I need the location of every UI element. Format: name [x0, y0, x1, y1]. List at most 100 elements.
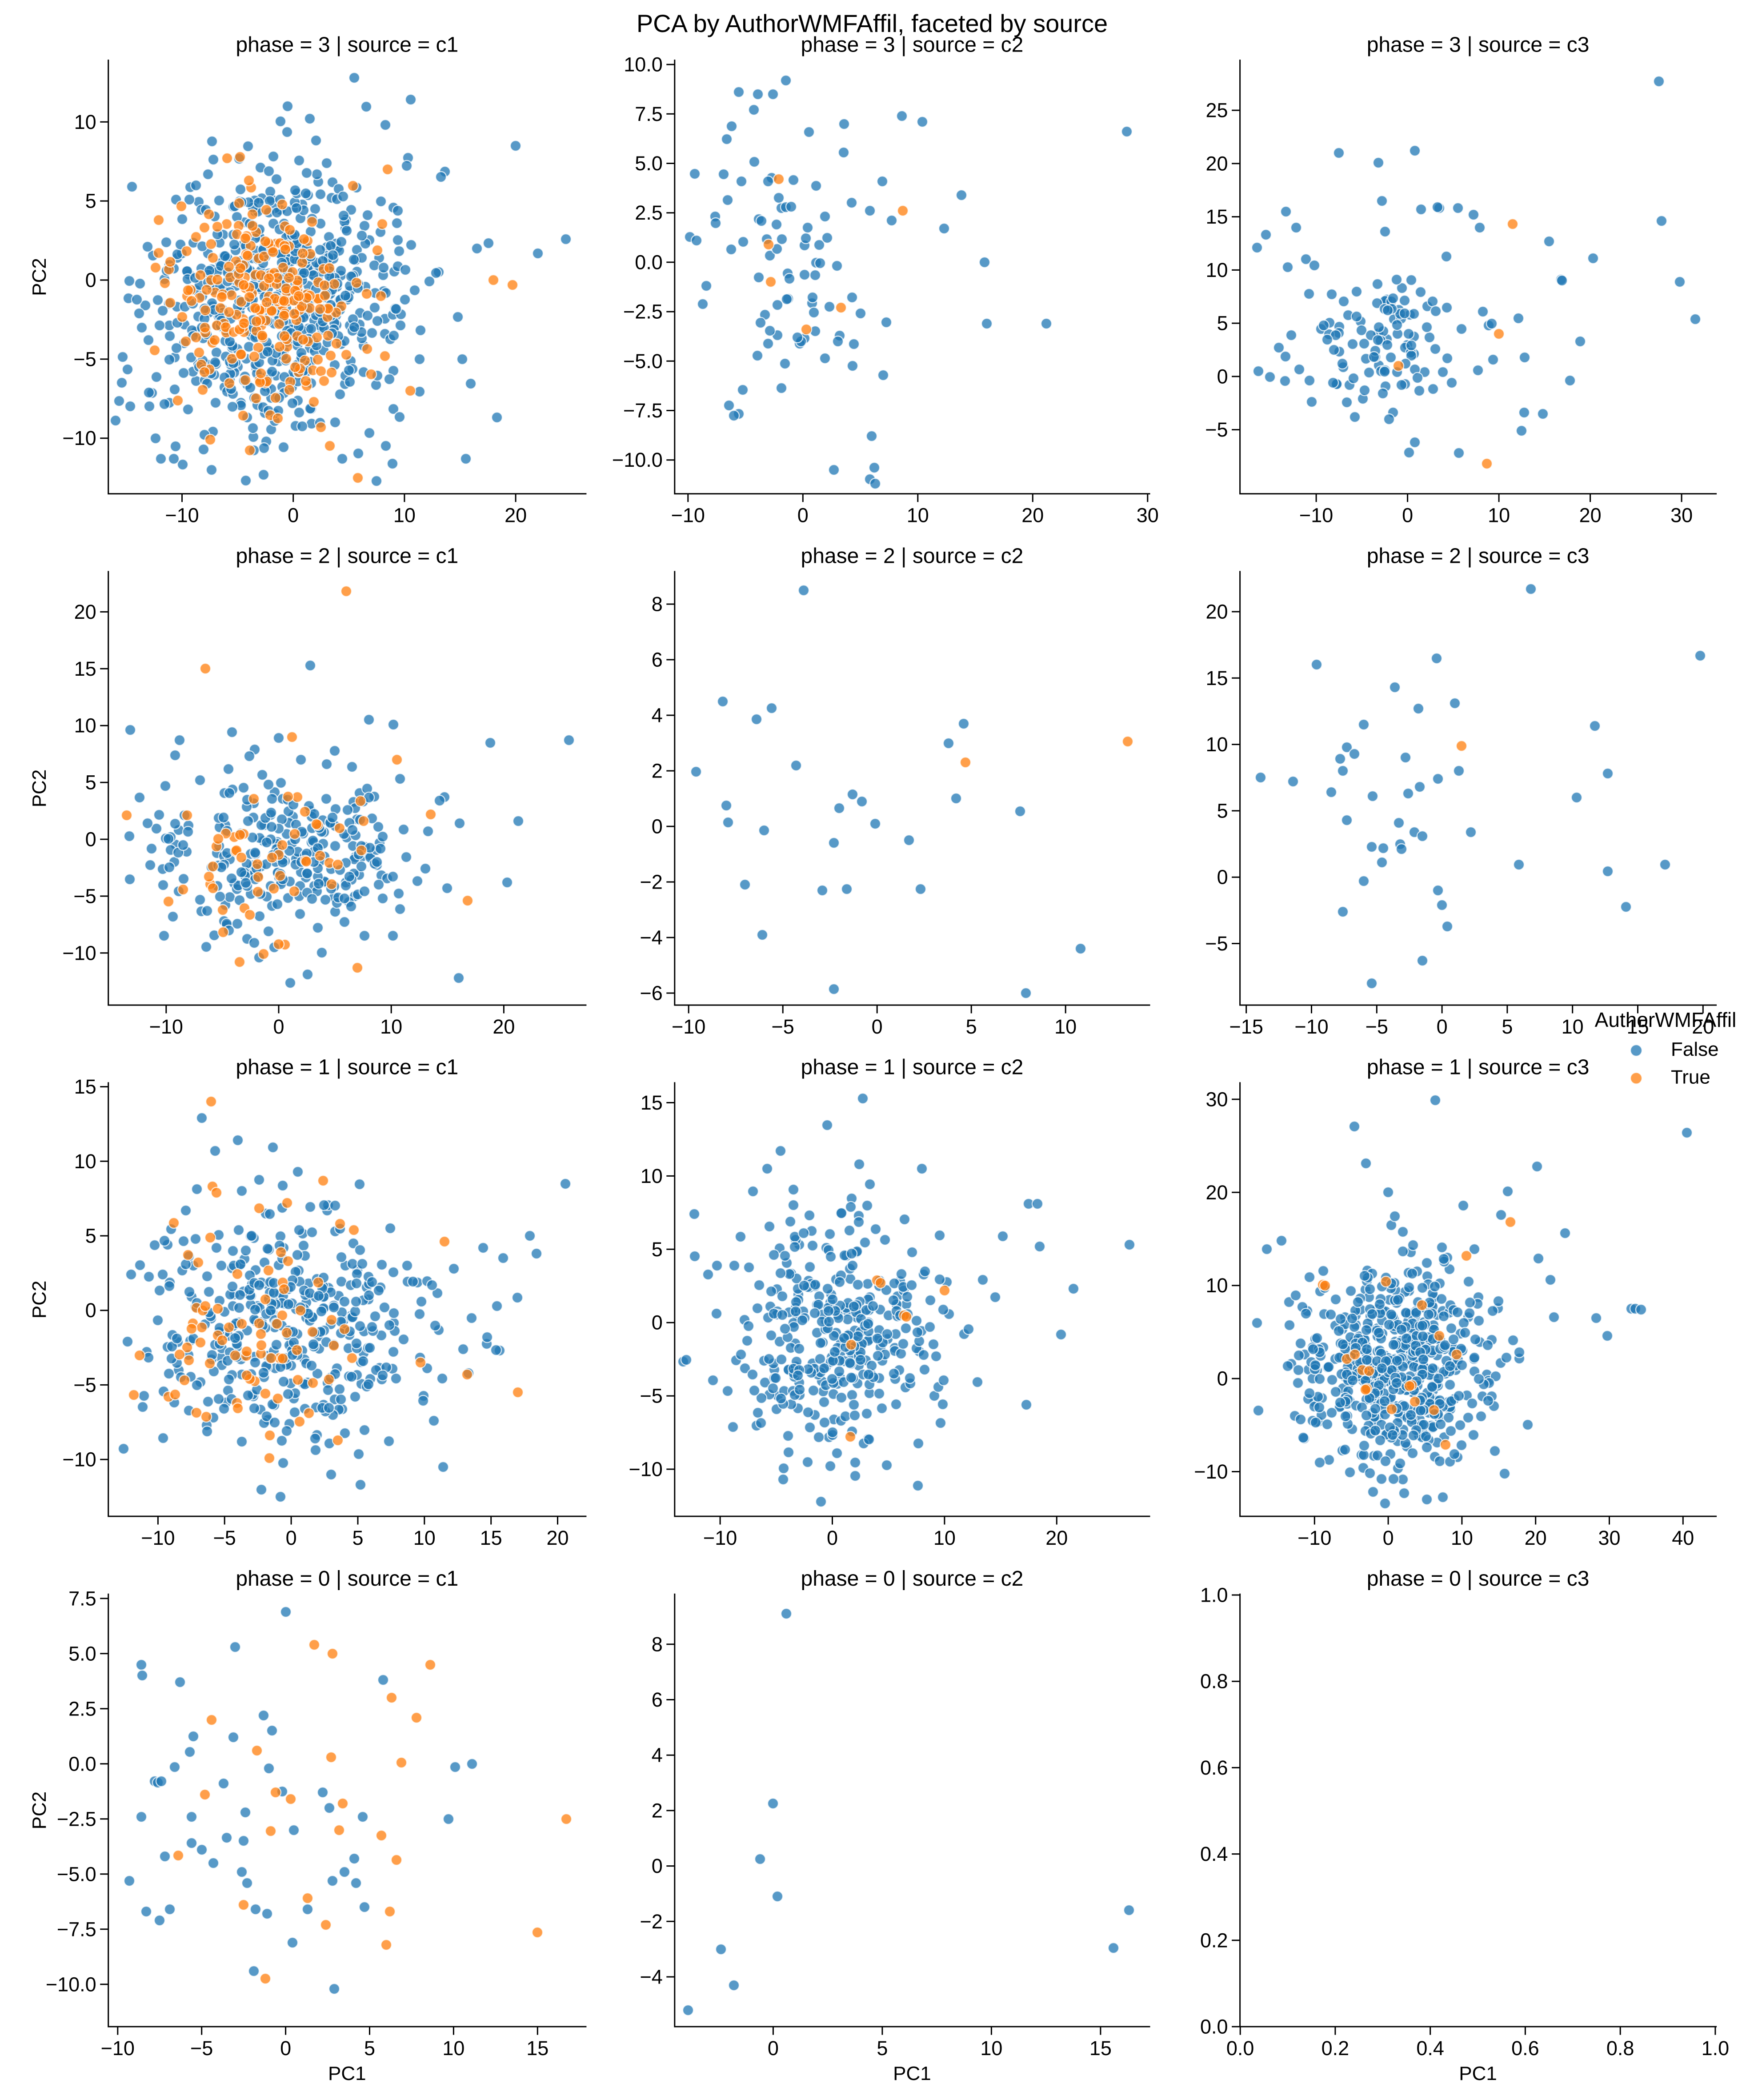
svg-text:10: 10 — [1206, 733, 1228, 756]
svg-text:5: 5 — [364, 2037, 375, 2060]
svg-text:20: 20 — [1021, 504, 1044, 527]
svg-text:phase = 0 | source = c2: phase = 0 | source = c2 — [801, 1567, 1024, 1591]
svg-text:0: 0 — [1217, 1367, 1228, 1390]
svg-text:0.0: 0.0 — [1226, 2037, 1254, 2060]
svg-text:15: 15 — [641, 1091, 663, 1114]
svg-text:−10: −10 — [629, 1458, 662, 1481]
svg-text:−10: −10 — [62, 1448, 96, 1471]
svg-text:2: 2 — [652, 760, 663, 782]
svg-text:20: 20 — [74, 601, 96, 623]
svg-text:0: 0 — [280, 2037, 291, 2060]
svg-text:15: 15 — [1089, 2037, 1112, 2060]
svg-text:25: 25 — [1206, 99, 1228, 122]
svg-text:0.4: 0.4 — [1416, 2037, 1444, 2060]
svg-text:PC1: PC1 — [328, 2063, 366, 2084]
svg-text:1.0: 1.0 — [1702, 2037, 1730, 2060]
svg-text:10: 10 — [933, 1527, 956, 1549]
svg-text:0.4: 0.4 — [1200, 1843, 1228, 1865]
svg-text:1.0: 1.0 — [1200, 1584, 1228, 1607]
svg-text:20: 20 — [505, 504, 527, 527]
svg-text:10: 10 — [1562, 1015, 1584, 1038]
svg-text:−5: −5 — [73, 1374, 96, 1396]
svg-text:0: 0 — [85, 1299, 96, 1322]
svg-text:7.5: 7.5 — [635, 103, 663, 125]
svg-text:15: 15 — [1626, 1015, 1649, 1038]
svg-text:20: 20 — [1206, 601, 1228, 623]
svg-text:−10: −10 — [672, 1015, 705, 1038]
svg-text:40: 40 — [1672, 1527, 1694, 1549]
svg-text:−10: −10 — [1299, 504, 1333, 527]
svg-text:2: 2 — [652, 1799, 663, 1822]
svg-text:5: 5 — [352, 1527, 363, 1549]
svg-text:10: 10 — [1054, 1015, 1077, 1038]
svg-text:10: 10 — [641, 1165, 663, 1187]
svg-text:8: 8 — [652, 593, 663, 616]
svg-text:phase = 0 | source = c1: phase = 0 | source = c1 — [236, 1567, 458, 1591]
svg-text:0: 0 — [1383, 1527, 1394, 1549]
svg-text:−10.0: −10.0 — [612, 449, 663, 471]
svg-text:PC1: PC1 — [893, 2063, 931, 2084]
svg-text:10.0: 10.0 — [624, 53, 663, 76]
svg-text:phase = 3 | source = c2: phase = 3 | source = c2 — [801, 33, 1024, 56]
svg-text:−2: −2 — [640, 871, 662, 894]
svg-text:10: 10 — [380, 1015, 402, 1038]
svg-text:−4: −4 — [640, 1966, 662, 1988]
svg-text:15: 15 — [74, 657, 96, 680]
svg-text:10: 10 — [74, 111, 96, 133]
svg-text:0: 0 — [768, 2037, 779, 2060]
svg-text:phase = 1 | source = c3: phase = 1 | source = c3 — [1367, 1056, 1590, 1079]
svg-text:−10: −10 — [703, 1527, 737, 1549]
svg-text:−10: −10 — [141, 1527, 175, 1549]
svg-text:5: 5 — [1217, 312, 1228, 335]
svg-text:5: 5 — [1217, 799, 1228, 822]
svg-text:5: 5 — [1502, 1015, 1513, 1038]
svg-text:0: 0 — [273, 1015, 284, 1038]
svg-text:phase = 2 | source = c3: phase = 2 | source = c3 — [1367, 545, 1590, 568]
svg-text:0.0: 0.0 — [635, 251, 663, 273]
svg-text:−10: −10 — [1194, 1460, 1228, 1483]
svg-text:30: 30 — [1206, 1088, 1228, 1110]
svg-text:−5.0: −5.0 — [623, 350, 663, 373]
svg-text:20: 20 — [1206, 1181, 1228, 1204]
svg-text:−10: −10 — [671, 504, 705, 527]
svg-text:0: 0 — [872, 1015, 883, 1038]
svg-text:5: 5 — [85, 771, 96, 794]
svg-text:−5: −5 — [1366, 1015, 1388, 1038]
svg-text:10: 10 — [74, 1150, 96, 1173]
svg-text:0.0: 0.0 — [68, 1752, 96, 1775]
svg-text:30: 30 — [1137, 504, 1159, 527]
svg-text:0: 0 — [1217, 866, 1228, 889]
svg-text:−10: −10 — [62, 427, 96, 449]
svg-text:−10: −10 — [101, 2037, 135, 2060]
svg-text:0: 0 — [652, 1311, 663, 1334]
svg-text:0.8: 0.8 — [1606, 2037, 1634, 2060]
svg-text:phase = 3 | source = c1: phase = 3 | source = c1 — [236, 33, 458, 56]
svg-text:PCA by AuthorWMFAffil, faceted: PCA by AuthorWMFAffil, faceted by source — [637, 9, 1108, 37]
svg-text:0.6: 0.6 — [1511, 2037, 1539, 2060]
svg-text:phase = 1 | source = c1: phase = 1 | source = c1 — [236, 1056, 458, 1079]
svg-text:0: 0 — [652, 815, 663, 838]
svg-text:−5: −5 — [190, 2037, 213, 2060]
svg-text:PC2: PC2 — [28, 769, 50, 808]
svg-text:−5: −5 — [73, 885, 96, 907]
svg-text:−2.5: −2.5 — [623, 301, 663, 323]
svg-text:30: 30 — [1670, 504, 1693, 527]
svg-text:−10: −10 — [1297, 1527, 1331, 1549]
svg-text:20: 20 — [546, 1527, 569, 1549]
svg-text:0: 0 — [286, 1527, 297, 1549]
svg-text:20: 20 — [1045, 1527, 1068, 1549]
svg-text:−5.0: −5.0 — [57, 1863, 96, 1885]
svg-text:False: False — [1671, 1038, 1719, 1060]
svg-text:4: 4 — [652, 704, 663, 727]
svg-text:10: 10 — [393, 504, 416, 527]
svg-text:−15: −15 — [1229, 1015, 1263, 1038]
svg-text:0: 0 — [797, 504, 809, 527]
svg-text:−10.0: −10.0 — [46, 1973, 96, 1996]
svg-text:−7.5: −7.5 — [57, 1918, 96, 1940]
svg-text:0: 0 — [85, 269, 96, 292]
svg-text:7.5: 7.5 — [68, 1587, 96, 1610]
svg-text:10: 10 — [907, 504, 929, 527]
svg-text:−10: −10 — [165, 504, 199, 527]
svg-text:phase = 2 | source = c2: phase = 2 | source = c2 — [801, 545, 1024, 568]
svg-text:−5: −5 — [73, 348, 96, 370]
